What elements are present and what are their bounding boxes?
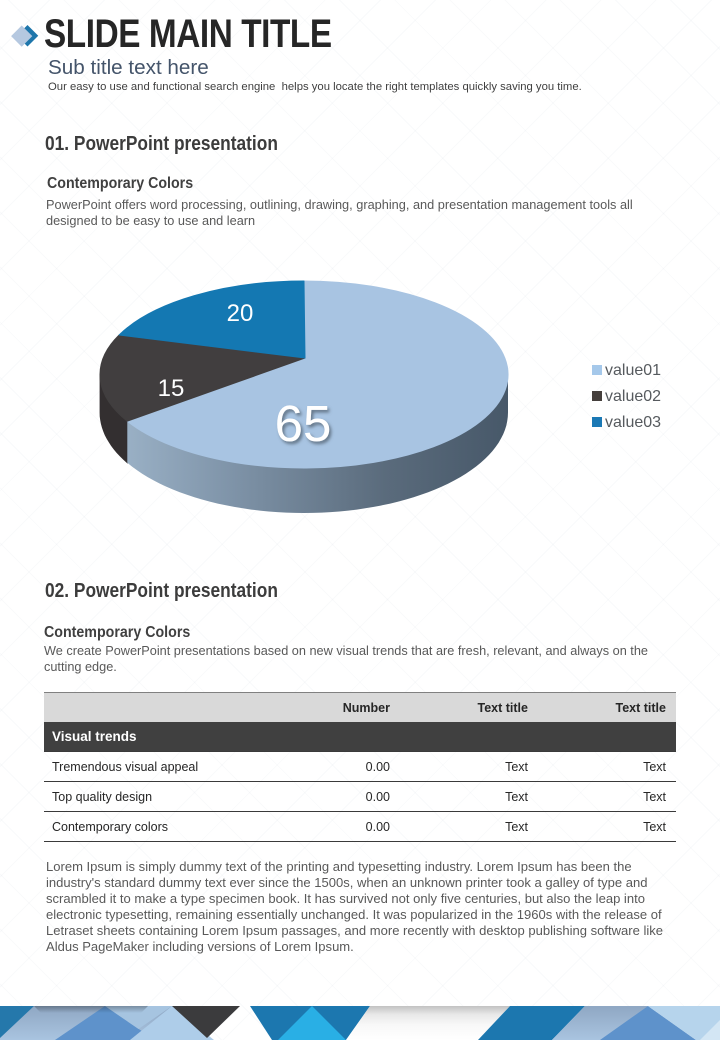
svg-text:20: 20 [227, 300, 254, 327]
svg-text:15: 15 [158, 375, 185, 402]
svg-text:65: 65 [275, 395, 332, 452]
